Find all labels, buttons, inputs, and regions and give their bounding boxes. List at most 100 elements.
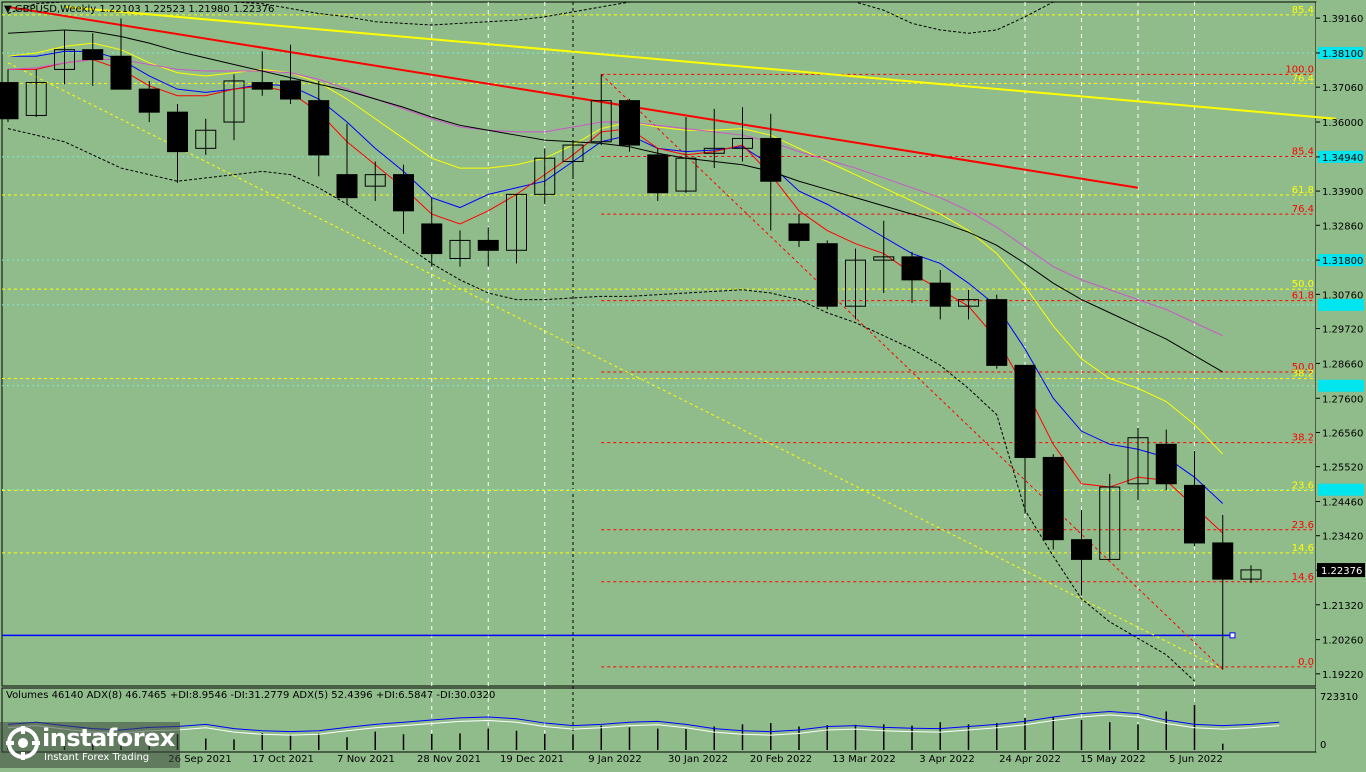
current-price-label: 1.22376: [1321, 566, 1362, 577]
fib-level-label-12: 23.6: [1292, 520, 1314, 531]
candle: [506, 193, 527, 264]
candle-body: [421, 223, 443, 255]
candle: [675, 117, 697, 193]
candle: [1184, 450, 1205, 547]
candle: [54, 29, 75, 85]
cyan-level-label-2: [1318, 254, 1364, 267]
candle: [1212, 515, 1234, 670]
symbol-label: GBPUSD,Weekly: [14, 4, 97, 15]
candle: [167, 103, 188, 183]
bollinger-band-1: [7, 1, 1195, 34]
candle-body: [308, 100, 330, 156]
candle-body: [223, 80, 245, 123]
candle: [1240, 565, 1262, 584]
y-tick-label-13: 1.25520: [1322, 463, 1363, 474]
candle-body: [534, 157, 556, 195]
candle-body: [167, 111, 188, 153]
candle: [1014, 364, 1036, 514]
indicator-header: Volumes 46140 ADX(8) 46.7465 +DI:8.9546 …: [6, 690, 496, 701]
candle-body: [1155, 443, 1177, 485]
x-tick-label-0: 26 Sep 2021: [168, 754, 231, 765]
candle-body: [25, 82, 47, 116]
x-tick-label-12: 5 Jun 2022: [1169, 754, 1223, 765]
fib-level-label-8: 50.0: [1292, 362, 1314, 373]
cyan-level-label-4: [1318, 379, 1364, 392]
y-tick-label-17: 1.21320: [1322, 601, 1363, 612]
candle-body: [590, 100, 612, 143]
fib-level-label-11: 23.6: [1292, 480, 1314, 491]
adx-line-2: [7, 714, 1280, 736]
main-plot-frame: [1, 1, 1317, 687]
candle-body: [1240, 569, 1262, 580]
fib-level-label-3: 85.4: [1292, 147, 1314, 158]
y-tick-label-14: 1.24460: [1322, 498, 1363, 509]
y-tick-label-10: 1.28660: [1322, 359, 1363, 370]
fib-level-label-9: 38.2: [1292, 369, 1314, 380]
y-tick-label-9: 1.29720: [1322, 325, 1363, 336]
candle-body: [138, 88, 160, 113]
candle-body: [647, 154, 669, 194]
x-tick-label-10: 24 Apr 2022: [999, 754, 1061, 765]
price-axis-area: [1316, 2, 1364, 752]
candle-body: [1042, 456, 1064, 541]
dropdown-arrow-icon[interactable]: ▼: [4, 4, 12, 15]
candle-body: [1127, 437, 1149, 485]
candle: [788, 214, 810, 247]
x-tick-label-9: 3 Apr 2022: [919, 754, 974, 765]
candle-body: [82, 49, 104, 61]
y-tick-label-4: 1.34940: [1322, 153, 1363, 164]
candle: [986, 294, 1008, 369]
candle: [336, 123, 358, 205]
candle-body: [477, 239, 499, 251]
fib-level-label-1: 100.0: [1285, 64, 1314, 75]
x-tick-label-6: 30 Jan 2022: [668, 754, 728, 765]
candle-body: [449, 239, 471, 260]
candle-body: [195, 129, 217, 149]
current-price-bg: [1317, 563, 1365, 578]
candle-body: [1071, 539, 1092, 560]
fib-level-label-2: 76.4: [1292, 74, 1314, 85]
fib-level-label-6: 50.0: [1292, 279, 1314, 290]
candle: [1127, 427, 1149, 501]
fib-level-label-7: 61.8: [1292, 291, 1314, 302]
candle-body: [110, 55, 132, 90]
logo-name: instaforex: [42, 724, 175, 752]
candle: [590, 74, 612, 146]
candle: [845, 248, 866, 320]
candle: [619, 99, 640, 152]
candle-body: [703, 147, 725, 154]
y-tick-label-0: 1.39160: [1322, 14, 1363, 25]
candle-body: [675, 157, 697, 192]
x-tick-label-8: 13 Mar 2022: [832, 754, 895, 765]
candle: [0, 69, 19, 123]
candle: [223, 74, 245, 141]
y-tick-label-2: 1.37060: [1322, 83, 1363, 94]
indicator-label-top: 723310: [1320, 692, 1358, 703]
x-tick-label-11: 15 May 2022: [1080, 754, 1145, 765]
y-tick-label-7: 1.31800: [1322, 256, 1363, 267]
cyan-level-label-0: [1318, 46, 1364, 59]
candle-body: [901, 256, 923, 281]
candle: [760, 113, 782, 231]
x-tick-label-1: 17 Oct 2021: [252, 754, 314, 765]
candle: [958, 289, 979, 320]
cyan-level-label-1: [1318, 150, 1364, 163]
y-tick-label-3: 1.36000: [1322, 118, 1363, 129]
support-line-anchor: [1229, 632, 1236, 639]
candle-body: [336, 174, 358, 199]
candle-body: [845, 259, 866, 307]
x-tick-label-2: 7 Nov 2021: [337, 754, 395, 765]
candle-body: [760, 137, 782, 182]
candle: [732, 107, 753, 162]
candle: [1099, 473, 1121, 560]
candle: [110, 18, 132, 90]
candle: [901, 251, 923, 303]
candle-body: [280, 80, 301, 100]
candle: [25, 69, 47, 118]
candle-body: [1184, 484, 1205, 544]
fib-level-label-0: 85.4: [1292, 5, 1314, 16]
candle: [195, 118, 217, 155]
candle-body: [1014, 364, 1036, 458]
